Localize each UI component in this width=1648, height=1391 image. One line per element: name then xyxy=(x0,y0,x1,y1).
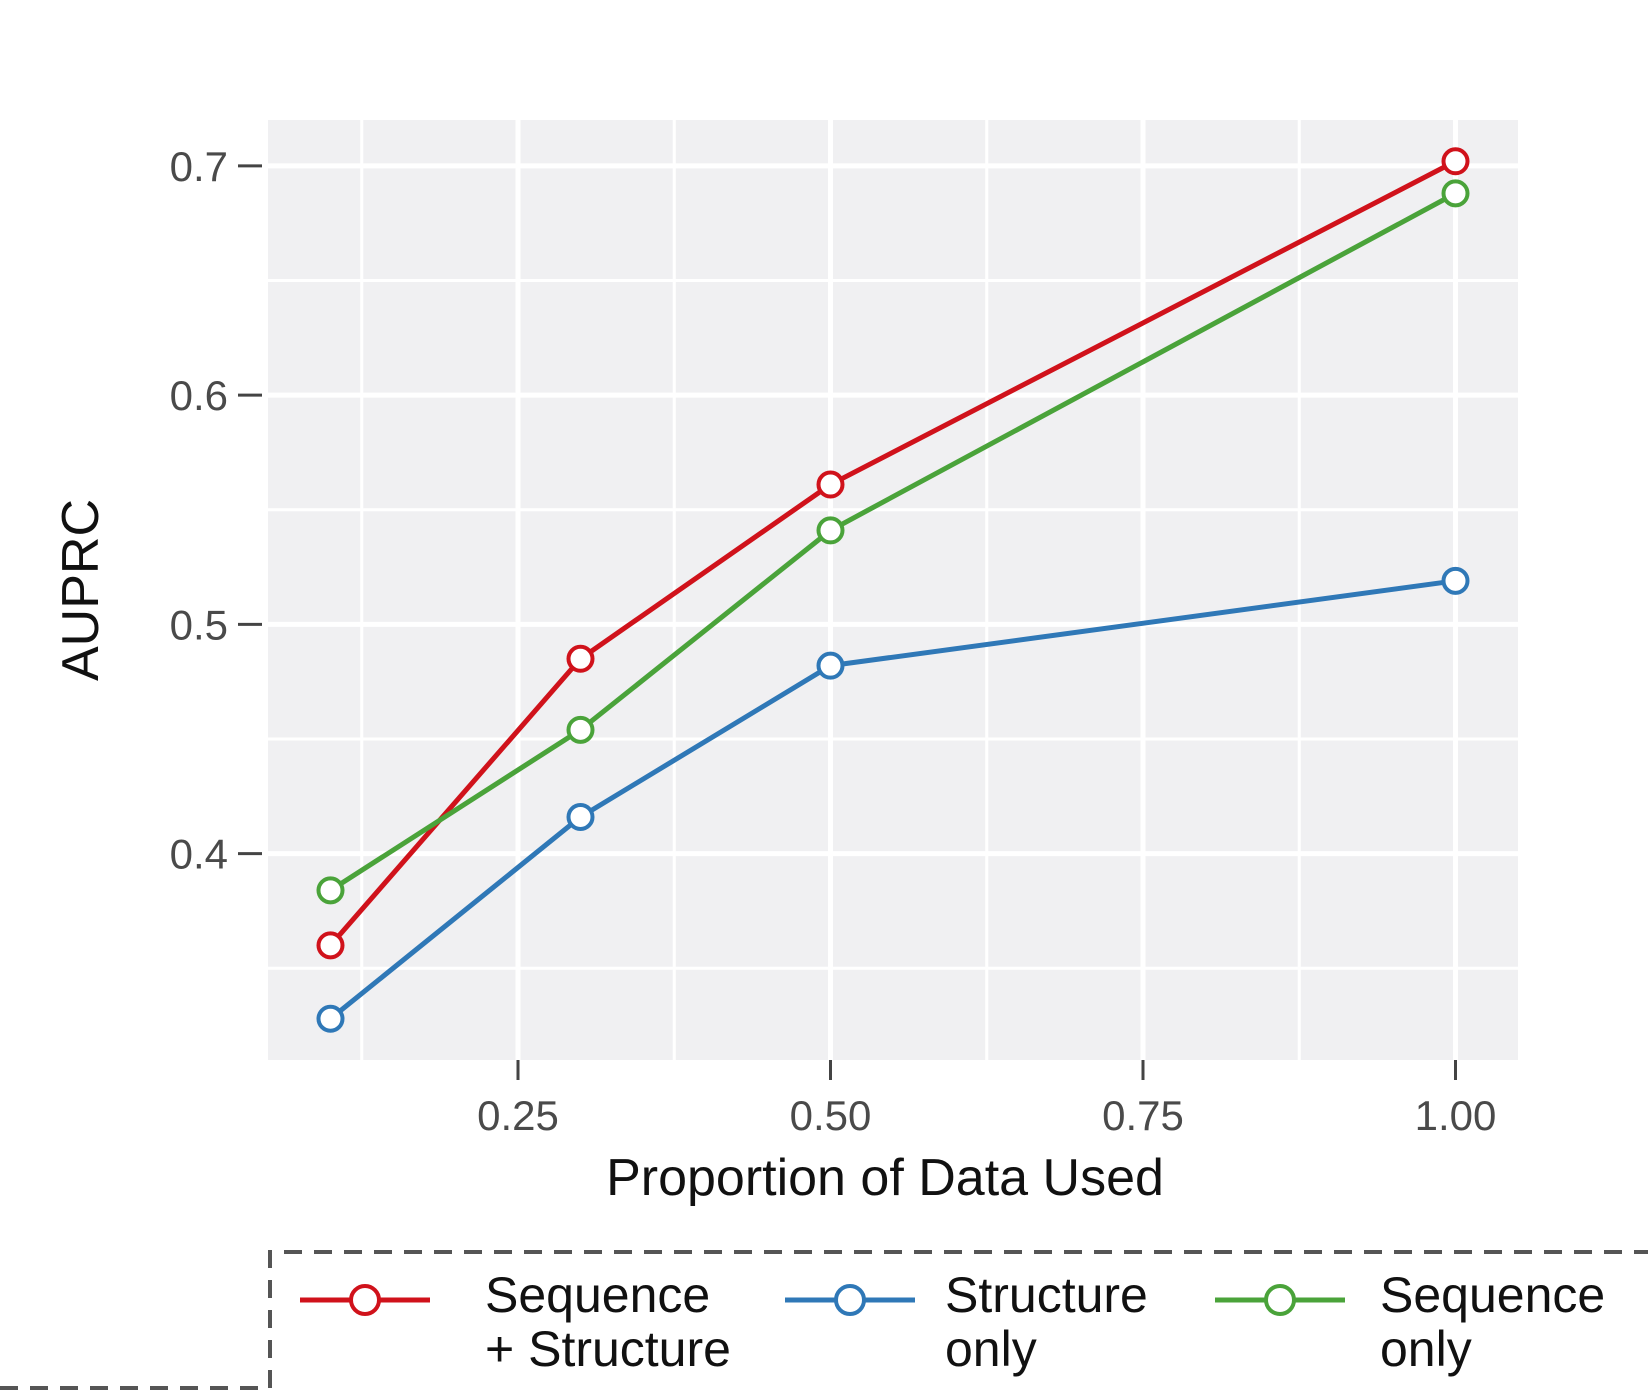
legend-frame xyxy=(268,1250,1648,1388)
legend-label-1: Sequence xyxy=(485,1267,710,1323)
data-point-series-2 xyxy=(816,651,845,680)
series-line-1 xyxy=(328,159,1457,948)
grid-lines xyxy=(268,120,1518,1060)
legend-label-3: Sequence xyxy=(1380,1267,1605,1323)
series-line-3 xyxy=(329,191,1457,893)
data-point-series-2 xyxy=(566,802,595,831)
x-tick-label: 1.00 xyxy=(1415,1092,1497,1139)
y-tick-label: 0.5 xyxy=(170,601,228,648)
y-tick-label: 0.6 xyxy=(170,372,228,419)
data-point-series-3 xyxy=(316,876,345,905)
data-point-series-2 xyxy=(1441,566,1470,595)
data-point-series-1 xyxy=(1441,147,1470,176)
y-tick-label: 0.4 xyxy=(170,831,228,878)
data-point-series-1 xyxy=(316,931,345,960)
y-axis-label: AUPRC xyxy=(52,499,110,681)
legend-marker-2 xyxy=(834,1284,866,1316)
x-tick-label: 0.25 xyxy=(477,1092,559,1139)
legend-marker-1 xyxy=(349,1284,381,1316)
series-line-2 xyxy=(328,578,1456,1021)
legend-marker-3 xyxy=(1264,1284,1296,1316)
legend: Sequence+ StructureStructureonlySequence… xyxy=(0,1250,1648,1390)
legend-label-3: only xyxy=(1380,1321,1472,1377)
x-axis-label: Proportion of Data Used xyxy=(606,1149,1164,1207)
data-point-series-1 xyxy=(816,470,845,499)
y-tick-label: 0.7 xyxy=(170,143,228,190)
x-tick-label: 0.75 xyxy=(1102,1092,1184,1139)
data-point-series-1 xyxy=(566,644,595,673)
legend-label-1: + Structure xyxy=(485,1321,731,1377)
data-point-series-3 xyxy=(1441,179,1470,208)
data-point-series-3 xyxy=(566,715,595,744)
data-point-series-2 xyxy=(316,1004,345,1033)
legend-label-2: only xyxy=(945,1321,1037,1377)
legend-label-2: Structure xyxy=(945,1267,1148,1323)
x-tick-label: 0.50 xyxy=(790,1092,872,1139)
axes: 0.25 0.50 0.75 1.00 0.4 0.5 0.6 0.7 xyxy=(170,143,1497,1139)
series-layer xyxy=(316,147,1470,1033)
data-point-series-3 xyxy=(816,516,845,545)
